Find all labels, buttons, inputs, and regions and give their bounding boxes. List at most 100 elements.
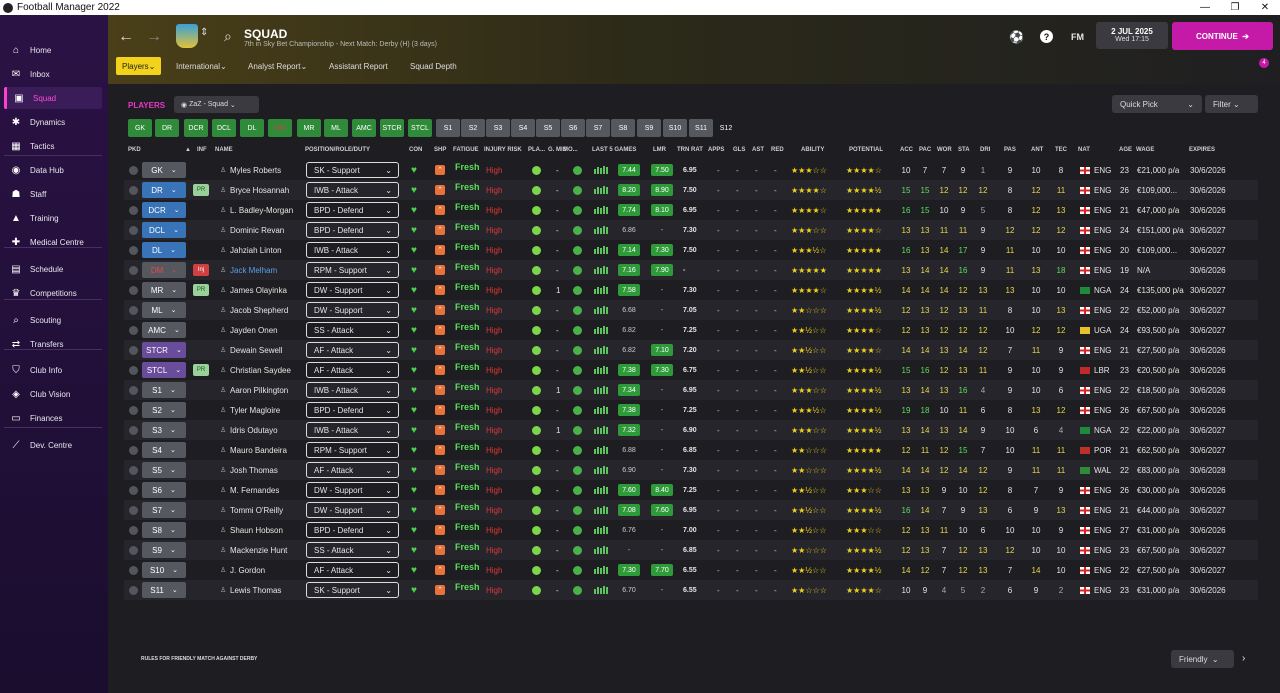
position-button-dr[interactable]: DR xyxy=(155,119,179,137)
position-button-s12[interactable]: S12 xyxy=(714,119,738,137)
player-name[interactable]: Mackenzie Hunt xyxy=(230,545,288,555)
chevron-right-icon[interactable]: › xyxy=(1242,653,1246,664)
role-selector[interactable]: DW - Support ⌄ xyxy=(306,482,399,498)
table-row[interactable]: S11 ⌄ ♙ Lewis Thomas SK - Support ⌄ ♥ ⌃ Fresh Hig… xyxy=(124,580,1258,600)
position-button-gk[interactable]: GK xyxy=(128,119,152,137)
position-selector[interactable]: S5 ⌄ xyxy=(142,462,186,478)
sidebar-item-dynamics[interactable]: ✱ Dynamics xyxy=(4,111,102,133)
position-selector[interactable]: DR ⌄ xyxy=(142,182,186,198)
role-selector[interactable]: SS - Attack ⌄ xyxy=(306,322,399,338)
player-name[interactable]: Jack Melham xyxy=(230,265,278,275)
position-button-s11[interactable]: S11 xyxy=(689,119,713,137)
table-row[interactable]: GK ⌄ ♙ Myles Roberts SK - Support ⌄ ♥ ⌃ Fresh Hig… xyxy=(124,160,1258,180)
player-name[interactable]: Josh Thomas xyxy=(230,465,278,475)
pick-checkbox[interactable] xyxy=(129,226,138,235)
pick-checkbox[interactable] xyxy=(129,266,138,275)
column-header-con[interactable]: CON xyxy=(409,147,423,153)
column-header-mo[interactable]: MO... xyxy=(563,147,578,153)
position-selector[interactable]: S6 ⌄ xyxy=(142,482,186,498)
role-selector[interactable]: SK - Support ⌄ xyxy=(306,162,399,178)
pick-checkbox[interactable] xyxy=(129,466,138,475)
player-name[interactable]: Tommi O'Reilly xyxy=(230,505,284,515)
minimize-button[interactable]: — xyxy=(1200,2,1210,13)
notification-badge[interactable]: 4 xyxy=(1259,58,1269,68)
column-header-fatigue[interactable]: FATIGUE xyxy=(453,147,479,153)
sidebar-item-inbox[interactable]: ✉ Inbox xyxy=(4,63,102,85)
position-button-s7[interactable]: S7 xyxy=(586,119,610,137)
table-row[interactable]: AMC ⌄ ♙ Jayden Onen SS - Attack ⌄ ♥ ⌃ Fresh High -… xyxy=(124,320,1258,340)
role-selector[interactable]: AF - Attack ⌄ xyxy=(306,562,399,578)
role-selector[interactable]: DW - Support ⌄ xyxy=(306,302,399,318)
table-row[interactable]: S7 ⌄ ♙ Tommi O'Reilly DW - Support ⌄ ♥ ⌃ Fresh Hi… xyxy=(124,500,1258,520)
column-header-dri[interactable]: DRI xyxy=(980,147,991,153)
position-selector[interactable]: MR ⌄ xyxy=(142,282,186,298)
table-row[interactable]: S1 ⌄ ♙ Aaron Pilkington IWB - Attack ⌄ ♥ ⌃ Fresh… xyxy=(124,380,1258,400)
column-header-g-mis[interactable]: G. MIS xyxy=(548,147,567,153)
position-button-s1[interactable]: S1 xyxy=(436,119,460,137)
view-select[interactable]: ◉ ZaZ - Squad ⌄ xyxy=(174,96,259,113)
column-header-red[interactable]: RED xyxy=(771,147,784,153)
pick-checkbox[interactable] xyxy=(129,426,138,435)
role-selector[interactable]: IWB - Attack ⌄ xyxy=(306,182,399,198)
table-row[interactable]: S8 ⌄ ♙ Shaun Hobson BPD - Defend ⌄ ♥ ⌃ Fresh High… xyxy=(124,520,1258,540)
pick-checkbox[interactable] xyxy=(129,386,138,395)
column-header-ant[interactable]: ANT xyxy=(1031,147,1044,153)
table-row[interactable]: S5 ⌄ ♙ Josh Thomas AF - Attack ⌄ ♥ ⌃ Fresh High - 6… xyxy=(124,460,1258,480)
role-selector[interactable]: RPM - Support ⌄ xyxy=(306,262,399,278)
position-button-s3[interactable]: S3 xyxy=(486,119,510,137)
sidebar-item-home[interactable]: ⌂ Home xyxy=(4,39,102,61)
pick-checkbox[interactable] xyxy=(129,506,138,515)
column-header-expires[interactable]: EXPIRES xyxy=(1189,147,1216,153)
position-button-s6[interactable]: S6 xyxy=(561,119,585,137)
column-header-ast[interactable]: AST xyxy=(752,147,764,153)
role-selector[interactable]: SK - Support ⌄ xyxy=(306,582,399,598)
table-row[interactable]: DR ⌄ PR ♙ Bryce Hosannah IWB - Attack ⌄ ♥ ⌃ Fresh… xyxy=(124,180,1258,200)
table-row[interactable]: S10 ⌄ ♙ J. Gordon AF - Attack ⌄ ♥ ⌃ Fresh High - 7.… xyxy=(124,560,1258,580)
tab-players[interactable]: Players ⌄ xyxy=(116,57,162,75)
column-header-position-role-duty[interactable]: POSITION/ROLE/DUTY xyxy=(305,147,371,153)
table-row[interactable]: S6 ⌄ ♙ M. Fernandes DW - Support ⌄ ♥ ⌃ Fresh High… xyxy=(124,480,1258,500)
sidebar-item-data-hub[interactable]: ◉ Data Hub xyxy=(4,159,102,181)
position-button-dcl[interactable]: DCL xyxy=(212,119,236,137)
column-header-acc[interactable]: ACC xyxy=(900,147,913,153)
maximize-button[interactable]: ❐ xyxy=(1230,2,1240,13)
position-selector[interactable]: S4 ⌄ xyxy=(142,442,186,458)
pick-checkbox[interactable] xyxy=(129,366,138,375)
position-selector[interactable]: S1 ⌄ xyxy=(142,382,186,398)
player-name[interactable]: Bryce Hosannah xyxy=(230,185,290,195)
forward-icon[interactable]: → xyxy=(146,28,162,45)
player-name[interactable]: James Olayinka xyxy=(230,285,287,295)
player-name[interactable]: Aaron Pilkington xyxy=(230,385,289,395)
pick-checkbox[interactable] xyxy=(129,186,138,195)
table-row[interactable]: DL ⌄ ♙ Jahziah Linton IWB - Attack ⌄ ♥ ⌃ Fresh Hi… xyxy=(124,240,1258,260)
column-header-lmr[interactable]: LMR xyxy=(653,147,666,153)
pick-checkbox[interactable] xyxy=(129,306,138,315)
sidebar-item-club-vision[interactable]: ◈ Club Vision xyxy=(4,383,102,405)
position-selector[interactable]: DM ⌄ xyxy=(142,262,186,278)
player-name[interactable]: Jacob Shepherd xyxy=(230,305,289,315)
sidebar-item-scouting[interactable]: ⌕ Scouting xyxy=(4,309,102,331)
player-name[interactable]: Mauro Bandeira xyxy=(230,445,287,455)
player-name[interactable]: Jahziah Linton xyxy=(230,245,282,255)
position-button-dl[interactable]: DL xyxy=(240,119,264,137)
sidebar-item-tactics[interactable]: ▦ Tactics xyxy=(4,135,102,157)
position-button-s4[interactable]: S4 xyxy=(511,119,535,137)
position-button-s2[interactable]: S2 xyxy=(461,119,485,137)
player-name[interactable]: M. Fernandes xyxy=(230,485,280,495)
column-header-wage[interactable]: WAGE xyxy=(1136,147,1155,153)
position-selector[interactable]: GK ⌄ xyxy=(142,162,186,178)
club-badge[interactable] xyxy=(176,24,198,48)
column-header-pas[interactable]: PAS xyxy=(1004,147,1016,153)
fm-menu-button[interactable]: FM xyxy=(1071,32,1084,42)
pick-checkbox[interactable] xyxy=(129,526,138,535)
player-name[interactable]: Christian Saydee xyxy=(230,365,291,375)
column-header-pla[interactable]: PLA... xyxy=(528,147,546,153)
position-selector[interactable]: S11 ⌄ xyxy=(142,582,186,598)
position-selector[interactable]: S3 ⌄ xyxy=(142,422,186,438)
table-row[interactable]: DCL ⌄ ♙ Dominic Revan BPD - Defend ⌄ ♥ ⌃ Fresh Hi… xyxy=(124,220,1258,240)
tab-squad-depth[interactable]: Squad Depth xyxy=(404,57,463,75)
pick-checkbox[interactable] xyxy=(129,566,138,575)
search-icon[interactable]: ⌕ xyxy=(224,28,232,44)
sidebar-item-finances[interactable]: ▭ Finances xyxy=(4,407,102,429)
position-button-amc[interactable]: AMC xyxy=(352,119,376,137)
